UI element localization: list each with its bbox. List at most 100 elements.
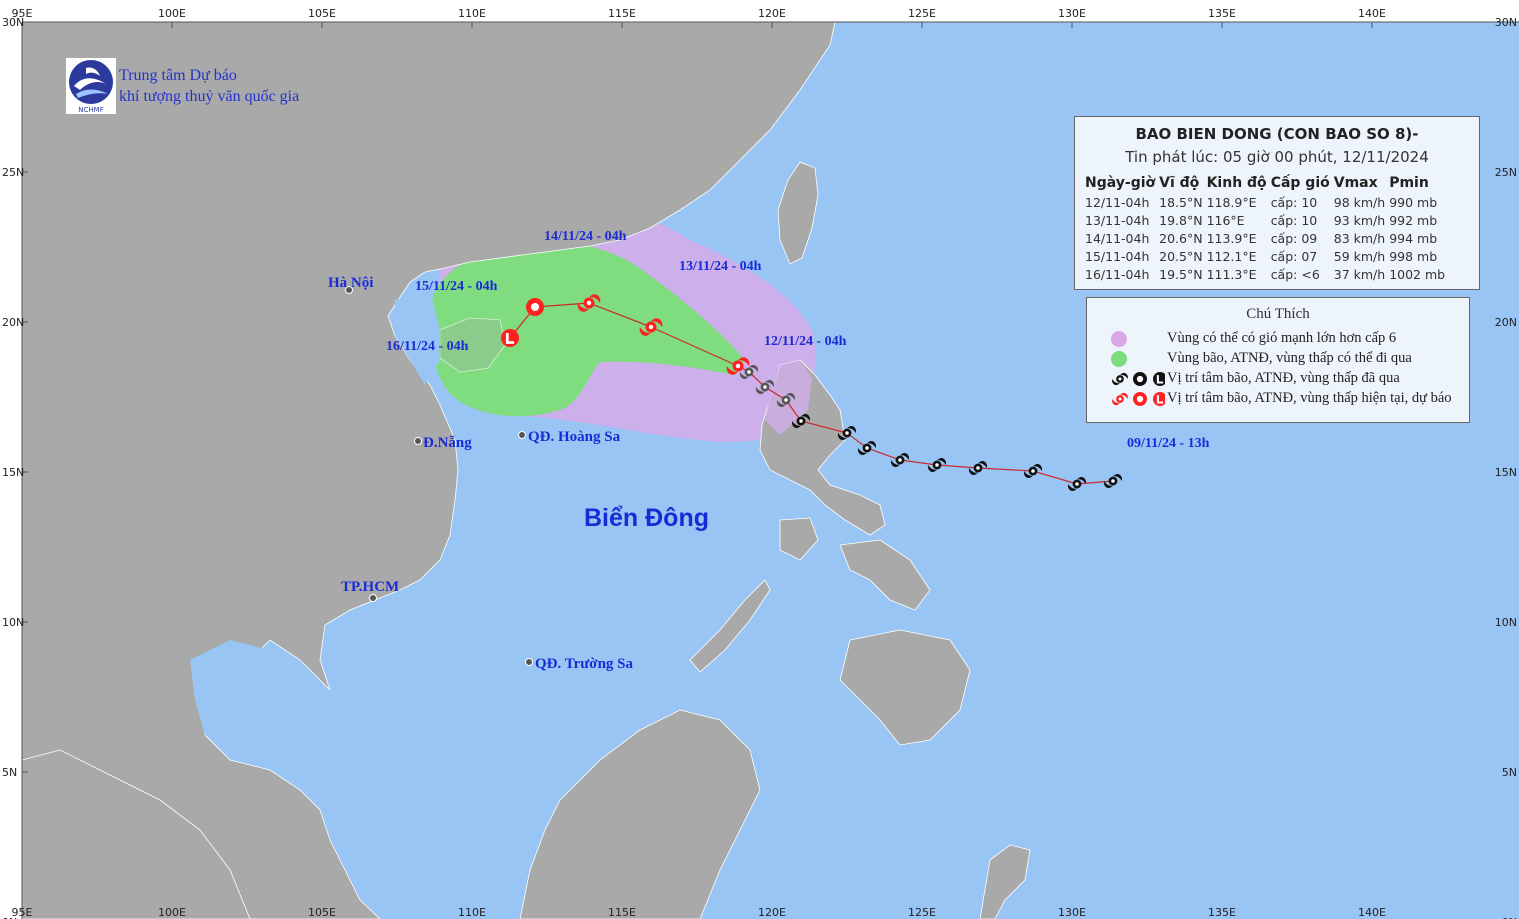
legend-row-storm: Vùng bão, ATNĐ, vùng thấp có thể đi qua xyxy=(1099,349,1469,369)
col-header-4: Vmax xyxy=(1333,175,1378,191)
table-cell: 37 km/h xyxy=(1333,266,1386,282)
storm-position-markers xyxy=(501,294,1123,492)
right-lat-label: 15N xyxy=(1495,466,1517,479)
legend-forecast-depression-icon xyxy=(1133,392,1147,406)
left-lat-label: 30N xyxy=(2,16,24,29)
track-label-d1: 12/11/24 - 04h xyxy=(764,334,847,349)
axis-ticks xyxy=(21,21,1373,773)
table-cell: 990 mb xyxy=(1389,194,1438,210)
storm-title: BAO BIEN DONG (CON BAO SO 8)- xyxy=(1135,125,1419,143)
past-storm-icon xyxy=(1067,476,1087,492)
legend-forecast-low-icon xyxy=(1153,392,1165,406)
right-lat-label: 25N xyxy=(1495,166,1517,179)
legend-text-wind: Vùng có thể có gió mạnh lớn hơn cấp 6 xyxy=(1167,330,1397,346)
past-position-icons xyxy=(1112,372,1165,386)
past-storm-icon xyxy=(837,425,857,441)
legend-row-wind: Vùng có thể có gió mạnh lớn hơn cấp 6 xyxy=(1099,329,1469,349)
top-lon-label: 115E xyxy=(608,7,636,20)
table-cell: 59 km/h xyxy=(1333,248,1386,264)
table-row: 12/11-04h 18.5°N 118.9°E cấp: 10 98 km/h 990 … xyxy=(1085,193,1449,211)
left-lat-label: 15N xyxy=(2,466,24,479)
forecast-storm-icon xyxy=(577,294,601,312)
hoangsa-dot xyxy=(518,431,526,439)
table-cell: cấp: 10 xyxy=(1270,194,1318,210)
org-header: NCHMF Trung tâm Dự báo khí tượng thuỷ vă… xyxy=(66,58,356,118)
top-lon-label: 95E xyxy=(12,7,33,20)
past-storm-icon xyxy=(1023,463,1043,479)
axis-labels: 95E 100E 105E 110E 115E 120E 125E 130E 135E 140E 9… xyxy=(2,7,1517,919)
palawan xyxy=(689,579,771,673)
col-header-1: Vĩ độ xyxy=(1159,175,1200,191)
track-label-start: 09/11/24 - 13h xyxy=(1127,436,1210,451)
top-lon-label: 105E xyxy=(308,7,336,20)
table-cell: 112.1°E xyxy=(1206,248,1257,264)
hanoi-label: Hà Nội xyxy=(328,275,373,291)
past-storm-icon xyxy=(857,440,877,456)
left-lat-label: 25N xyxy=(2,166,24,179)
top-lon-label: 125E xyxy=(908,7,936,20)
left-lat-label: 10N xyxy=(2,616,24,629)
top-lon-label: 135E xyxy=(1208,7,1236,20)
top-lon-label: 140E xyxy=(1358,7,1386,20)
table-cell: 93 km/h xyxy=(1333,212,1386,228)
malay-peninsula xyxy=(21,749,251,919)
bottom-lon-label: 125E xyxy=(908,906,936,919)
bottom-lon-label: 110E xyxy=(458,906,486,919)
top-lon-label: 120E xyxy=(758,7,786,20)
left-lat-label: 20N xyxy=(2,316,24,329)
legend-title: Chú Thích xyxy=(1246,306,1310,322)
table-row: 13/11-04h 19.8°N 116°E cấp: 10 93 km/h 992 mb xyxy=(1085,211,1449,229)
table-cell: 19.5°N xyxy=(1159,266,1203,282)
wind-zone-swatch xyxy=(1111,331,1127,347)
hanoi-dot xyxy=(345,286,353,294)
current-storm-icon xyxy=(726,357,750,375)
table-cell: 992 mb xyxy=(1389,212,1438,228)
gulf-of-tonkin xyxy=(395,290,440,385)
table-cell: 1002 mb xyxy=(1389,266,1446,282)
right-lat-label: 20N xyxy=(1495,316,1517,329)
legend-text-forecast: Vị trí tâm bão, ATNĐ, vùng thấp hiện tại… xyxy=(1167,390,1452,406)
sulawesi xyxy=(979,844,1031,919)
left-lat-label: 0N xyxy=(2,916,17,919)
table-cell: 20.5°N xyxy=(1159,248,1203,264)
bottom-lon-label: 130E xyxy=(1058,906,1086,919)
legend-past-low-icon xyxy=(1153,372,1165,386)
forecast-table-body: 12/11-04h 18.5°N 118.9°E cấp: 10 98 km/h 990 … xyxy=(1085,193,1449,283)
bottom-lon-label: 105E xyxy=(308,906,336,919)
table-cell: cấp: <6 xyxy=(1270,266,1320,282)
table-cell: 20.6°N xyxy=(1159,230,1203,246)
table-cell: 116°E xyxy=(1206,212,1245,228)
legend-panel: Chú Thích Vùng có thể có gió mạnh lớn hơ… xyxy=(1086,297,1470,423)
visayas xyxy=(779,517,819,561)
table-cell: 13/11-04h xyxy=(1085,212,1150,228)
forecast-table-header: Ngày-giờ Vĩ độ Kinh độ Cấp gió Vmax Pmin xyxy=(1085,175,1449,193)
right-lat-label: 0N xyxy=(1502,916,1517,919)
table-cell: cấp: 10 xyxy=(1270,212,1318,228)
top-lon-label: 130E xyxy=(1058,7,1086,20)
hcm-dot xyxy=(369,594,377,602)
col-header-0: Ngày-giờ xyxy=(1085,175,1156,191)
legend-past-depression-icon xyxy=(1133,372,1147,386)
bottom-lon-label: 135E xyxy=(1208,906,1236,919)
past-storm-icon xyxy=(927,457,947,473)
table-cell: cấp: 09 xyxy=(1270,230,1318,246)
legend-text-past: Vị trí tâm bão, ATNĐ, vùng thấp đã qua xyxy=(1167,370,1400,386)
table-cell: 113.9°E xyxy=(1206,230,1257,246)
legend-row-past: Vị trí tâm bão, ATNĐ, vùng thấp đã qua xyxy=(1099,369,1469,389)
table-cell: 14/11-04h xyxy=(1085,230,1150,246)
table-cell: 18.5°N xyxy=(1159,194,1203,210)
table-row: 15/11-04h 20.5°N 112.1°E cấp: 07 59 km/h 998 … xyxy=(1085,247,1449,265)
sea-name-label: Biển Đông xyxy=(584,504,709,532)
forecast-storm-icon xyxy=(639,318,663,336)
hoangsa-label: QĐ. Hoàng Sa xyxy=(528,429,621,445)
storm-path-zone xyxy=(429,241,745,417)
track-label-d2: 13/11/24 - 04h xyxy=(679,259,762,274)
track-label-d5: 16/11/24 - 04h xyxy=(386,339,469,354)
legend-forecast-storm-icon xyxy=(1112,392,1128,406)
danang-label: Đ.Nẵng xyxy=(423,435,472,451)
storm-zone-swatch xyxy=(1111,351,1127,367)
table-cell: 16/11-04h xyxy=(1085,266,1150,282)
table-cell: 111.3°E xyxy=(1206,266,1257,282)
logo-text: NCHMF xyxy=(78,106,103,114)
